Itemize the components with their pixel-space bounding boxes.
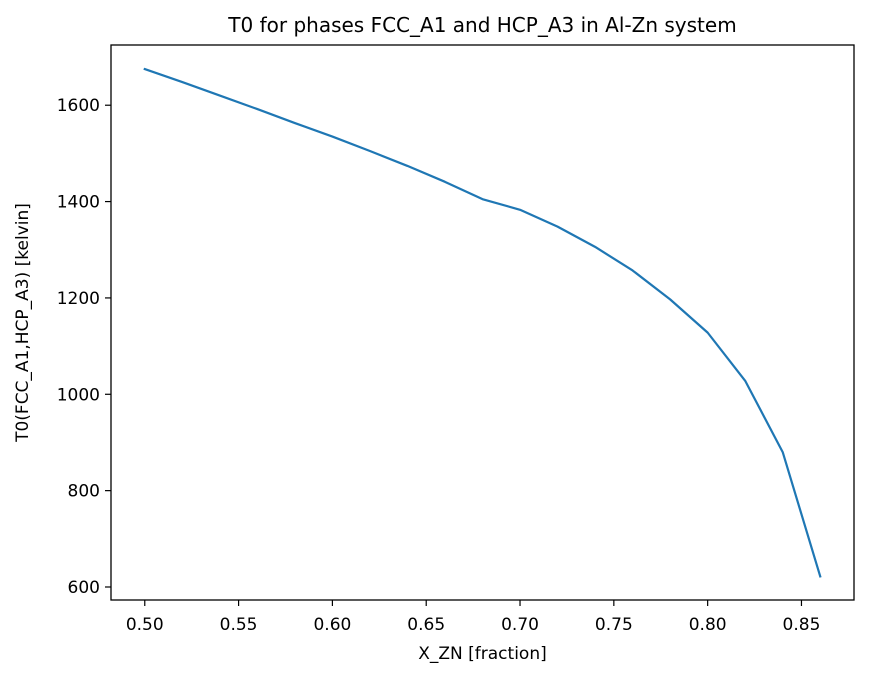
y-tick-label: 600 <box>68 578 100 598</box>
y-tick-label: 1600 <box>57 96 100 116</box>
y-tick-label: 1200 <box>57 289 100 309</box>
x-tick-label: 0.70 <box>501 615 539 635</box>
x-tick-label: 0.75 <box>595 615 633 635</box>
plot-area <box>143 67 822 578</box>
x-tick-label: 0.85 <box>783 615 821 635</box>
x-tick-label: 0.65 <box>407 615 445 635</box>
y-tick-label: 800 <box>68 482 100 502</box>
y-axis-label: T0(FCC_A1,HCP_A3) [kelvin] <box>13 203 33 443</box>
y-tick-label: 1400 <box>57 193 100 213</box>
series-line <box>143 67 822 578</box>
x-tick-label: 0.50 <box>126 615 164 635</box>
x-tick-label: 0.60 <box>313 615 351 635</box>
x-axis-ticks: 0.50 0.55 0.60 0.65 0.70 0.75 0.80 0.85 <box>126 600 821 635</box>
chart-title: T0 for phases FCC_A1 and HCP_A3 in Al-Zn… <box>227 13 736 37</box>
x-tick-label: 0.55 <box>220 615 258 635</box>
axes-frame <box>110 44 855 601</box>
x-tick-label: 0.80 <box>689 615 727 635</box>
y-axis-ticks: 600 800 1000 1200 1400 1600 <box>57 96 111 598</box>
x-axis-label: X_ZN [fraction] <box>418 644 546 664</box>
y-tick-label: 1000 <box>57 385 100 405</box>
